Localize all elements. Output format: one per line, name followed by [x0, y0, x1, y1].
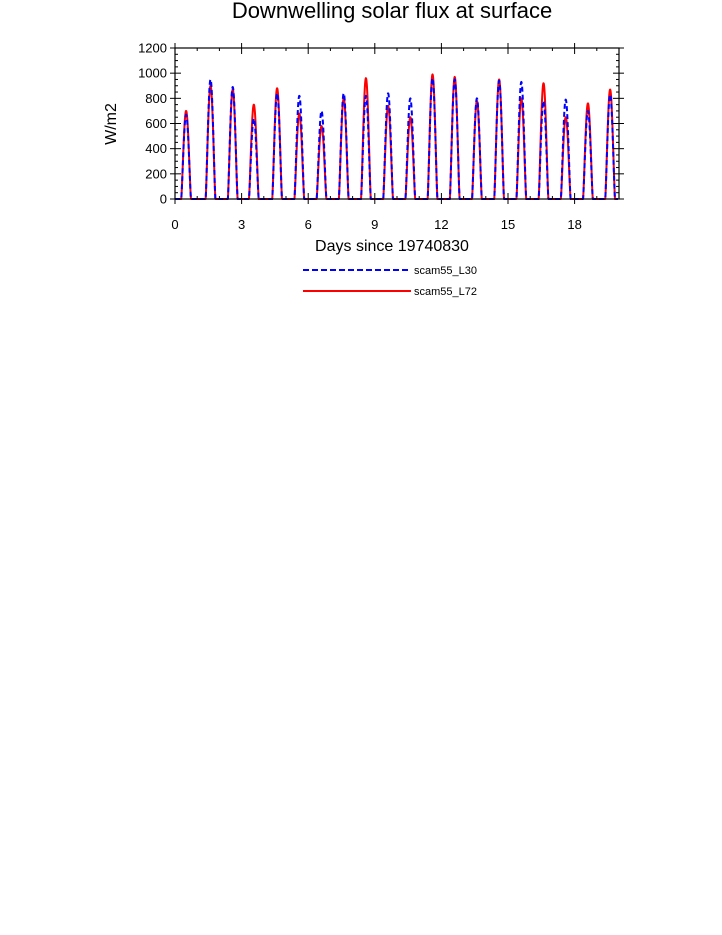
chart-title: Downwelling solar flux at surface — [232, 0, 552, 23]
x-tick-label: 0 — [171, 217, 178, 232]
y-tick-label: 1200 — [138, 41, 167, 56]
x-tick-label: 18 — [567, 217, 581, 232]
y-tick-label: 200 — [145, 166, 167, 181]
series-line-scam55-l72 — [174, 73, 619, 200]
plot-area — [174, 73, 619, 200]
legend: scam55_L30 scam55_L72 — [303, 265, 477, 298]
y-tick-label: 600 — [145, 116, 167, 131]
x-tick-label: 6 — [305, 217, 312, 232]
x-tick-label: 9 — [371, 217, 378, 232]
legend-label-l30: scam55_L30 — [414, 265, 477, 277]
legend-label-l72: scam55_L72 — [414, 286, 477, 298]
axis-ticks: 0 3 6 9 12 15 18 0 200 400 600 800 1000 1200 — [138, 41, 624, 232]
y-tick-label: 800 — [145, 91, 167, 106]
x-tick-label: 3 — [238, 217, 245, 232]
x-tick-label: 15 — [501, 217, 515, 232]
x-axis-label: Days since 19740830 — [315, 238, 469, 255]
x-tick-label: 12 — [434, 217, 448, 232]
y-tick-label: 400 — [145, 141, 167, 156]
plot-frame — [174, 47, 620, 200]
y-tick-label: 1000 — [138, 66, 167, 81]
y-axis-label: W/m2 — [103, 103, 120, 145]
series-line-scam55-l30 — [174, 77, 619, 200]
y-tick-label: 0 — [160, 192, 167, 207]
